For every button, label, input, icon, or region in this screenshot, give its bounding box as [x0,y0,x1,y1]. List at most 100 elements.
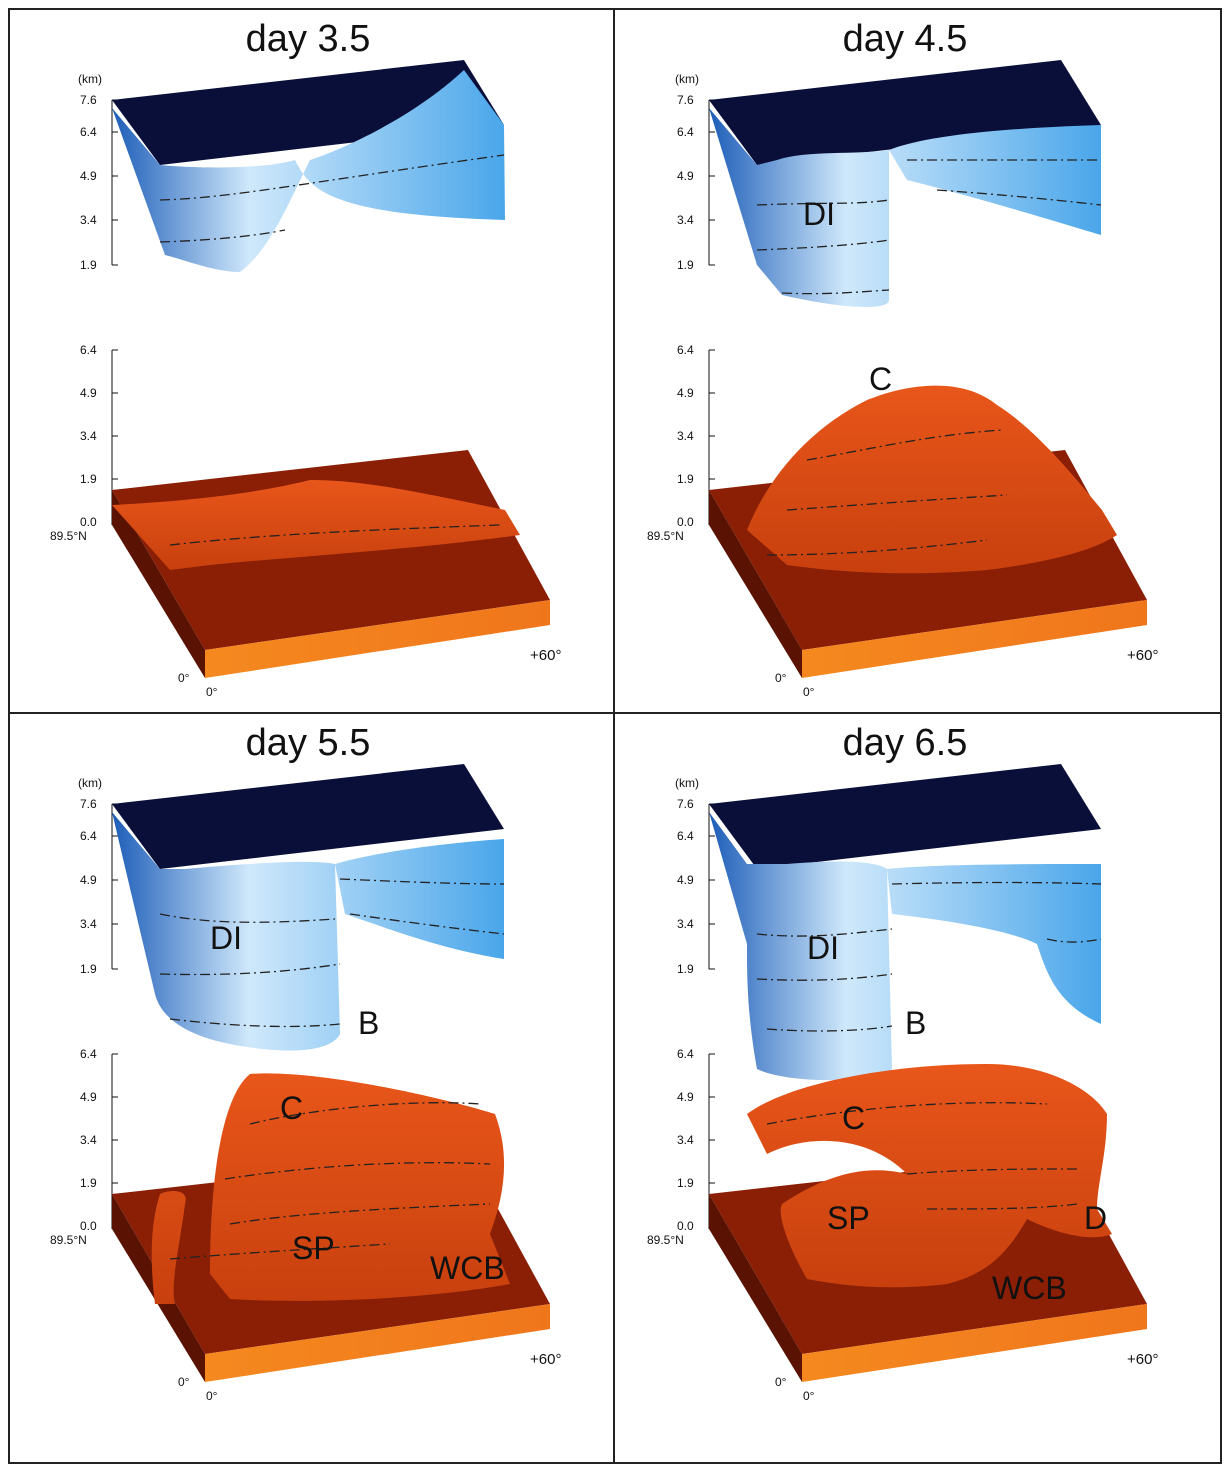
lon-right-label: +60° [1127,1351,1158,1368]
upper-axis: (km) 7.6 6.4 4.9 3.4 1.9 [675,72,715,272]
vertical-divider [613,10,615,1462]
annotation-sp: SP [292,1230,335,1266]
lower-orange-surface [112,480,520,570]
upper-blue-surface [709,812,1101,1081]
panel-title: day 4.5 [842,18,968,60]
lower-tick-label: 4.9 [80,1090,97,1104]
lon-bottom-label: 0° [206,685,218,699]
lower-tick-label: 1.9 [677,1176,694,1190]
panel-1: (km) 7.6 6.4 4.9 3.4 1.9 6.4 4.9 3.4 1.9 0.0 89.… [10,10,606,710]
annotation-c: C [280,1090,303,1126]
upper-dark-slab [112,60,504,165]
upper-blue-surface [112,812,504,1051]
lower-tick-label: 1.9 [677,472,694,486]
upper-tick-label: 6.4 [80,125,97,139]
lower-tick-label: 0.0 [80,1219,97,1233]
lower-tick-label: 3.4 [80,1133,97,1147]
panel-figure: (km) 7.6 6.4 4.9 3.4 1.9 6.4 4.9 3.4 1.9 0.0 89.… [647,60,1158,699]
annotation-sp: SP [827,1200,870,1236]
base-front [205,1304,550,1382]
upper-tick-label: 4.9 [80,873,97,887]
annotation-d: D [1084,1200,1107,1236]
lower-axis: 6.4 4.9 3.4 1.9 0.0 89.5°N [647,1047,715,1247]
upper-tick-label: 3.4 [80,213,97,227]
upper-tick-label: 3.4 [677,917,694,931]
upper-axis: (km) 7.6 6.4 4.9 3.4 1.9 [78,72,118,272]
annotation-b: B [358,1005,379,1041]
lower-orange-surface [151,1073,510,1304]
upper-tick-label: 1.9 [677,962,694,976]
upper-tick-label: 4.9 [677,873,694,887]
upper-tick-label: 1.9 [80,962,97,976]
panel-title: day 6.5 [842,722,968,764]
upper-tick-label: 1.9 [677,258,694,272]
axis-unit: (km) [78,776,102,790]
panel-4: (km) 7.6 6.4 4.9 3.4 1.9 6.4 4.9 3.4 1.9 0.0 89.… [607,714,1203,1414]
upper-tick-label: 6.4 [677,125,694,139]
lower-orange-surface [747,1064,1112,1288]
lon-bottom-label: 0° [803,685,815,699]
lower-tick-label: 4.9 [677,386,694,400]
figure-grid [8,8,1222,1464]
annotation-di: DI [807,930,839,966]
lower-tick-label: 4.9 [677,1090,694,1104]
annotation-wcb: WCB [992,1270,1067,1306]
lower-tick-label: 6.4 [80,1047,97,1061]
base-left [709,1194,802,1382]
annotation-di: DI [210,920,242,956]
panel-title: day 5.5 [245,722,371,764]
base-front [802,1304,1147,1382]
lower-tick-label: 0.0 [677,515,694,529]
axis-unit: (km) [78,72,102,86]
lower-tick-label: 4.9 [80,386,97,400]
upper-axis: (km) 7.6 6.4 4.9 3.4 1.9 [675,776,715,976]
upper-tick-label: 4.9 [80,169,97,183]
annotation-di: DI [803,196,835,232]
annotation-b: B [905,1005,926,1041]
upper-dark-slab [709,60,1101,165]
lat-label: 89.5°N [647,529,684,543]
panel-3: (km) 7.6 6.4 4.9 3.4 1.9 6.4 4.9 3.4 1.9 0.0 89.… [10,714,606,1414]
upper-dark-slab [709,764,1101,869]
lower-tick-label: 0.0 [677,1219,694,1233]
axis-unit: (km) [675,72,699,86]
upper-dark-slab [112,764,504,869]
horizontal-divider [10,712,1220,714]
lon-left-label: 0° [775,671,787,685]
base-front [802,600,1147,678]
lower-tick-label: 1.9 [80,472,97,486]
annotation-wcb: WCB [430,1250,505,1286]
lon-left-label: 0° [178,671,190,685]
annotation-c: C [869,361,892,397]
lon-left-label: 0° [775,1375,787,1389]
base-front [205,600,550,678]
lon-left-label: 0° [178,1375,190,1389]
annotation-c: C [842,1100,865,1136]
axis-unit: (km) [675,776,699,790]
lower-axis: 6.4 4.9 3.4 1.9 0.0 89.5°N [647,343,715,543]
panel-figure: (km) 7.6 6.4 4.9 3.4 1.9 6.4 4.9 3.4 1.9 0.0 89.… [50,60,561,699]
lower-tick-label: 6.4 [80,343,97,357]
panel-title: day 3.5 [245,18,371,60]
lower-tick-label: 1.9 [80,1176,97,1190]
lower-tick-label: 3.4 [80,429,97,443]
lat-label: 89.5°N [647,1233,684,1247]
lon-bottom-label: 0° [803,1389,815,1403]
lat-label: 89.5°N [50,1233,87,1247]
lower-axis: 6.4 4.9 3.4 1.9 0.0 89.5°N [50,1047,118,1247]
upper-tick-label: 7.6 [80,93,97,107]
upper-tick-label: 3.4 [80,917,97,931]
lon-right-label: +60° [530,1351,561,1368]
lower-orange-surface [747,385,1117,574]
panel-2: (km) 7.6 6.4 4.9 3.4 1.9 6.4 4.9 3.4 1.9 0.0 89.… [607,10,1203,710]
lower-tick-label: 3.4 [677,429,694,443]
lower-tick-label: 6.4 [677,1047,694,1061]
upper-tick-label: 4.9 [677,169,694,183]
upper-tick-label: 7.6 [80,797,97,811]
panel-figure: (km) 7.6 6.4 4.9 3.4 1.9 6.4 4.9 3.4 1.9 0.0 89.… [50,764,561,1403]
upper-tick-label: 3.4 [677,213,694,227]
lower-tick-label: 6.4 [677,343,694,357]
base-left [709,490,802,678]
upper-tick-label: 1.9 [80,258,97,272]
base-left [112,490,205,678]
